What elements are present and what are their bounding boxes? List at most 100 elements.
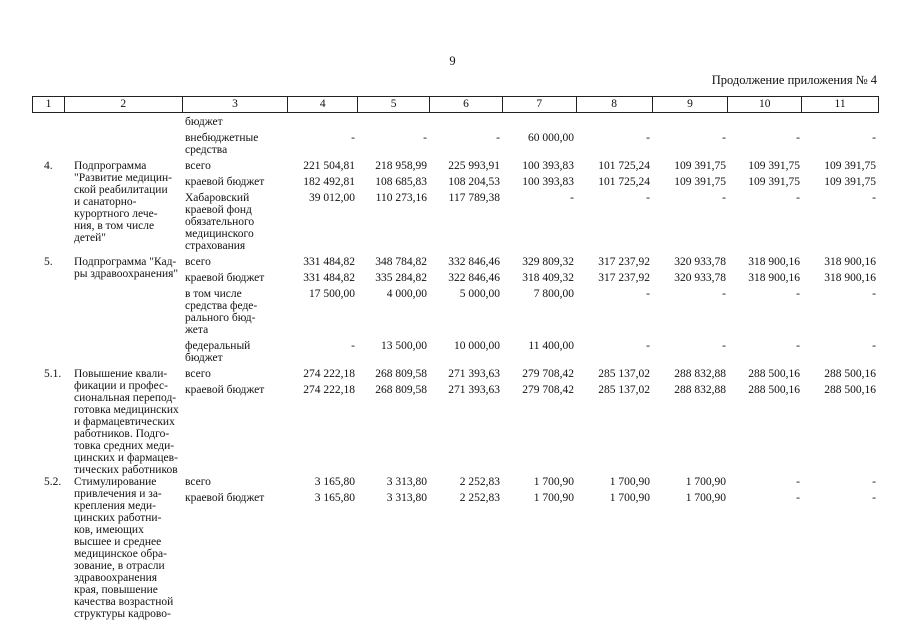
column-header-6: 6 [430,97,503,112]
value-cell: - [722,340,726,352]
funding-source-label: всего [185,476,211,488]
funding-source-label: краевой бюджет [185,176,265,188]
value-cell: 109 391,75 [824,160,876,172]
program-name: Стимулирование привлечения и за- креплен… [74,476,174,620]
table-body: бюджет внебюджетные средства - - - 60 00… [32,113,879,620]
value-cell: 271 393,63 [448,368,500,380]
page-number: 9 [449,54,456,68]
value-cell: 279 708,42 [522,368,574,380]
value-cell: 320 933,78 [674,256,726,268]
funding-row: краевой бюджет 182 492,81 108 685,83 108… [182,176,879,188]
value-cell: 320 933,78 [674,272,726,284]
value-cell: - [646,192,650,204]
value-cell: - [796,192,800,204]
value-cell: - [796,492,800,504]
value-cell: - [646,288,650,300]
funding-source-label: краевой бюджет [185,272,265,284]
funding-row: всего 274 222,18 268 809,58 271 393,63 2… [182,368,879,380]
funding-rows: всего 221 504,81 218 958,99 225 993,91 1… [182,160,879,256]
value-cell: - [872,132,876,144]
value-cell: - [872,288,876,300]
value-cell: - [796,288,800,300]
funding-row: краевой бюджет 274 222,18 268 809,58 271… [182,384,879,396]
value-cell: - [872,340,876,352]
value-cell: 117 789,38 [448,192,500,204]
column-header-8: 8 [577,97,653,112]
value-cell: 109 391,75 [824,176,876,188]
value-cell: 329 809,32 [522,256,574,268]
funding-source-label: краевой бюджет [185,384,265,396]
value-cell: 331 484,82 [303,272,355,284]
value-cell: 17 500,00 [309,288,355,300]
value-cell: 332 846,46 [448,256,500,268]
value-cell: - [570,192,574,204]
column-header-7: 7 [503,97,577,112]
funding-rows: всего 274 222,18 268 809,58 271 393,63 2… [182,368,879,400]
value-cell: 348 784,82 [375,256,427,268]
value-cell: 100 393,83 [522,160,574,172]
funding-source-label: внебюджетные средства [185,132,259,156]
funding-source-label: Хабаровский краевой фонд обязательного м… [185,192,255,252]
funding-row: краевой бюджет 331 484,82 335 284,82 322… [182,272,879,284]
funding-source-label: всего [185,368,211,380]
value-cell: 182 492,81 [303,176,355,188]
funding-row: всего 331 484,82 348 784,82 332 846,46 3… [182,256,879,268]
value-cell: 221 504,81 [303,160,355,172]
value-cell: - [646,340,650,352]
funding-row: всего 3 165,80 3 313,80 2 252,83 1 700,9… [182,476,879,488]
table-header-row: 1 2 3 4 5 6 7 8 9 10 11 [32,96,879,113]
value-cell: 285 137,02 [598,368,650,380]
value-cell: 288 832,88 [674,384,726,396]
value-cell: 3 165,80 [314,492,355,504]
value-cell: 101 725,24 [598,160,650,172]
value-cell: 288 832,88 [674,368,726,380]
budget-table: 1 2 3 4 5 6 7 8 9 10 11 бюджет внебюджет… [32,96,879,620]
value-cell: - [722,288,726,300]
funding-row: краевой бюджет 3 165,80 3 313,80 2 252,8… [182,492,879,504]
value-cell: - [796,132,800,144]
value-cell: - [351,132,355,144]
value-cell: 2 252,83 [459,492,500,504]
value-cell: 288 500,16 [824,368,876,380]
continuation-note: Продолжение приложения № 4 [711,73,877,87]
value-cell: - [423,132,427,144]
value-cell: - [646,132,650,144]
value-cell: 109 391,75 [748,160,800,172]
value-cell: 3 165,80 [314,476,355,488]
value-cell: 331 484,82 [303,256,355,268]
funding-source-label: федеральный бюджет [185,340,251,364]
value-cell: 288 500,16 [748,384,800,396]
value-cell: - [796,340,800,352]
column-header-5: 5 [358,97,431,112]
column-header-1: 1 [33,97,65,112]
value-cell: - [796,476,800,488]
row-number: 5.1. [44,368,62,380]
value-cell: 110 273,16 [375,192,427,204]
value-cell: 318 900,16 [748,256,800,268]
value-cell: - [872,492,876,504]
value-cell: 318 900,16 [824,272,876,284]
column-header-4: 4 [288,97,359,112]
funding-row: федеральный бюджет - 13 500,00 10 000,00… [182,340,879,364]
funding-row: внебюджетные средства - - - 60 000,00 - … [182,132,879,156]
value-cell: 1 700,90 [609,476,650,488]
value-cell: 1 700,90 [609,492,650,504]
value-cell: 1 700,90 [685,492,726,504]
table-row-group: 5. Подпрограмма "Кад- ры здравоохранения… [32,256,879,368]
program-name: Подпрограмма "Развитие медицин- ской реа… [74,160,173,244]
funding-row: бюджет [182,116,879,128]
value-cell: 274 222,18 [303,368,355,380]
value-cell: 108 685,83 [375,176,427,188]
funding-source-label: всего [185,256,211,268]
value-cell: 2 252,83 [459,476,500,488]
funding-source-label: краевой бюджет [185,492,265,504]
value-cell: 108 204,53 [448,176,500,188]
value-cell: 13 500,00 [381,340,427,352]
value-cell: 268 809,58 [375,384,427,396]
value-cell: 11 400,00 [528,340,574,352]
column-header-10: 10 [728,97,803,112]
funding-row: в том числе средства феде- рального бюд-… [182,288,879,336]
column-header-3: 3 [183,97,289,112]
value-cell: 322 846,46 [448,272,500,284]
program-name: Подпрограмма "Кад- ры здравоохранения" [74,256,179,280]
